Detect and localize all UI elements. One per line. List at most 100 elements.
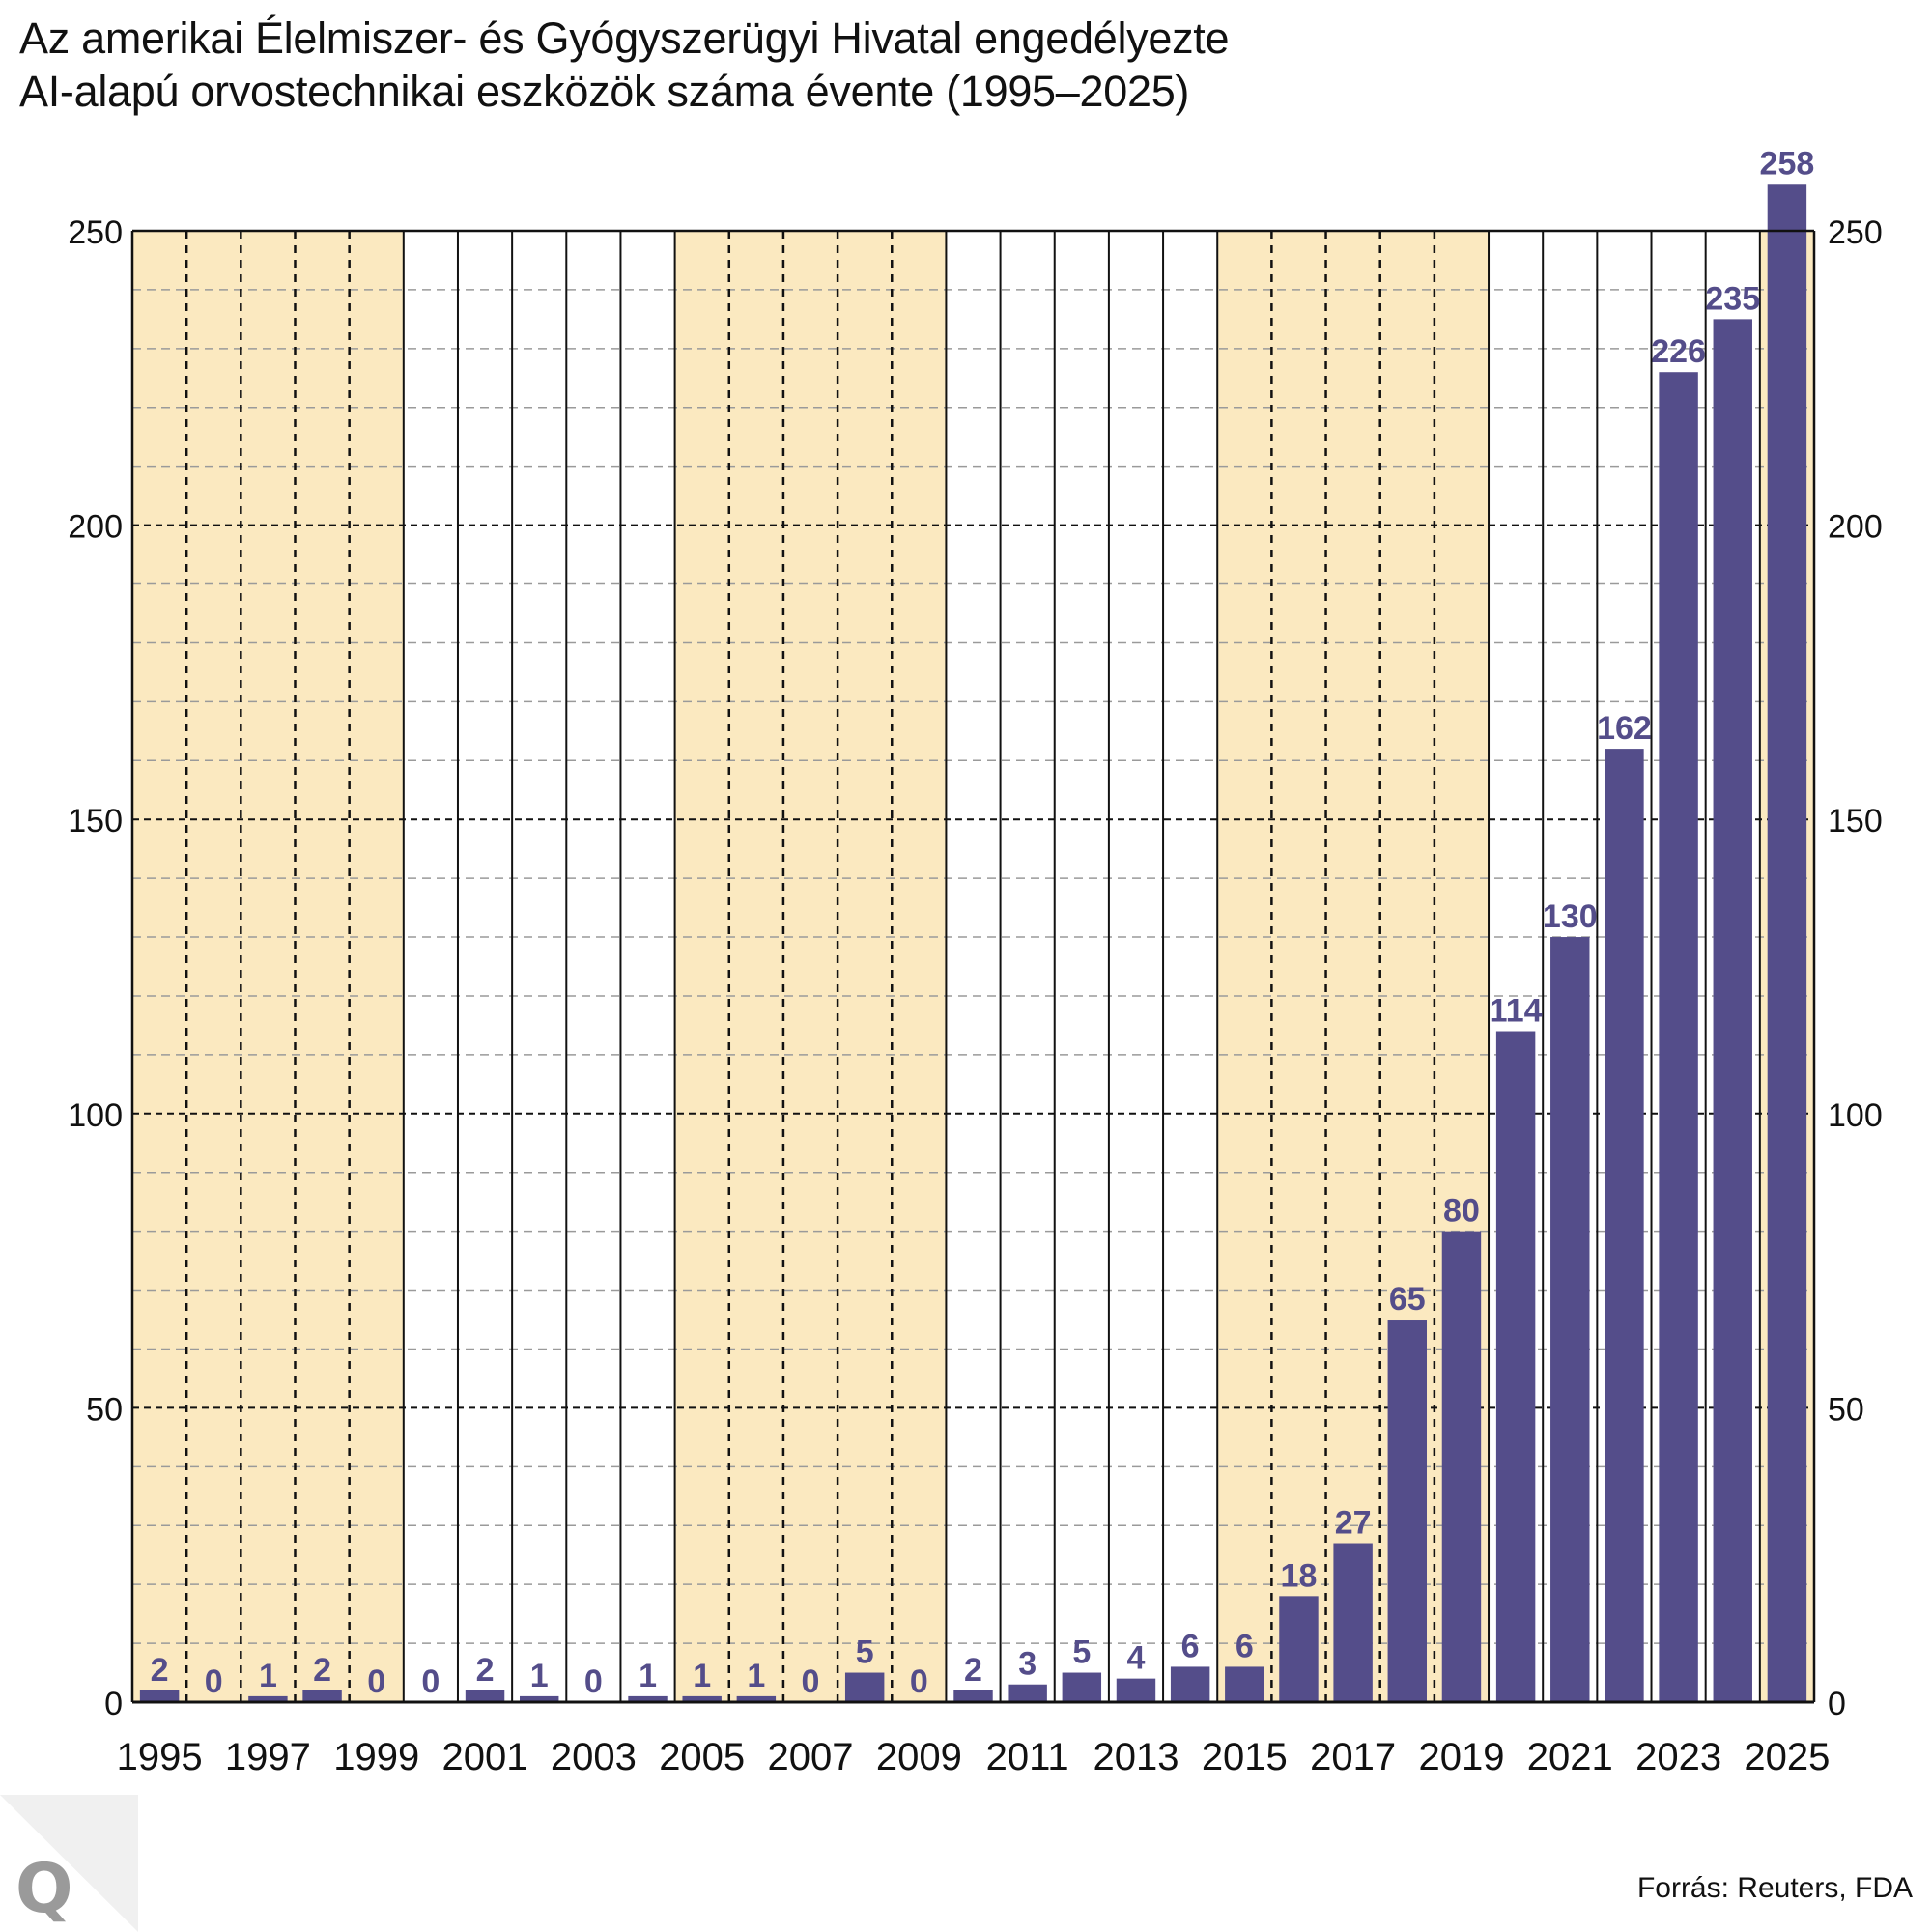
bar xyxy=(736,1695,777,1702)
value-label: 2 xyxy=(964,1652,982,1689)
x-tick-label: 2007 xyxy=(768,1736,854,1778)
chart-title: Az amerikai Élelmiszer- és Gyógyszerügyi… xyxy=(19,12,1230,118)
y-tick-label-right: 250 xyxy=(1828,214,1883,251)
chart-title-line-1: Az amerikai Élelmiszer- és Gyógyszerügyi… xyxy=(19,14,1230,63)
value-labels: 2 0 1 2 0 0 2 1 0 1 1 1 050 2 3 5 4 6 61827658011413016222… xyxy=(151,145,1815,1700)
value-label: 65 xyxy=(1389,1281,1426,1318)
x-tick-label: 2003 xyxy=(551,1736,637,1778)
y-tick-label-right: 100 xyxy=(1828,1097,1883,1134)
y-tick-label-left: 0 xyxy=(104,1686,123,1722)
bar xyxy=(1767,184,1807,1702)
value-label: 1 xyxy=(747,1658,765,1694)
value-label: 3 xyxy=(1018,1646,1037,1683)
value-label: 258 xyxy=(1760,145,1815,182)
bar xyxy=(1441,1231,1482,1702)
x-tick-label: 1995 xyxy=(117,1736,203,1778)
value-label: 18 xyxy=(1281,1557,1318,1594)
value-label: 0 xyxy=(910,1663,928,1700)
value-label: 0 xyxy=(421,1663,440,1700)
bar xyxy=(1170,1666,1210,1702)
source-note: Forrás: Reuters, FDA xyxy=(1636,1872,1913,1904)
x-tick-label: 2015 xyxy=(1202,1736,1288,1778)
value-label: 162 xyxy=(1597,710,1652,747)
value-label: 1 xyxy=(259,1658,277,1694)
y-tick-label-left: 100 xyxy=(68,1097,123,1134)
y-axis-right: 0 50 100 150 200 250 xyxy=(1828,214,1883,1722)
x-tick-label: 2011 xyxy=(986,1736,1069,1778)
bar xyxy=(1495,1031,1536,1702)
value-label: 1 xyxy=(693,1658,711,1694)
value-label: 0 xyxy=(802,1663,820,1700)
bar xyxy=(1225,1666,1264,1702)
x-tick-label: 2021 xyxy=(1527,1736,1613,1778)
logo-background-triangle xyxy=(0,1795,138,1932)
x-tick-label: 2005 xyxy=(659,1736,745,1778)
bar xyxy=(953,1690,993,1702)
y-axis-left: 0 50 100 150 200 250 xyxy=(68,214,123,1722)
x-tick-label: 1997 xyxy=(225,1736,311,1778)
bar xyxy=(844,1672,885,1702)
value-label: 0 xyxy=(367,1663,385,1700)
value-label: 2 xyxy=(476,1652,495,1689)
x-tick-label: 2019 xyxy=(1418,1736,1504,1778)
bar xyxy=(1387,1320,1428,1702)
value-label: 235 xyxy=(1705,280,1760,317)
value-label: 80 xyxy=(1443,1193,1480,1230)
y-tick-label-right: 200 xyxy=(1828,509,1883,546)
bar xyxy=(1333,1543,1373,1702)
x-tick-label: 2017 xyxy=(1310,1736,1396,1778)
value-label: 2 xyxy=(151,1652,169,1689)
shaded-band xyxy=(674,231,947,1702)
bar xyxy=(1279,1596,1319,1702)
y-tick-label-right: 0 xyxy=(1828,1686,1846,1722)
x-axis: 1995 1997 1999 2001 2003 2005 2007 2009 2011 2013… xyxy=(117,1736,1831,1778)
bar xyxy=(302,1690,342,1702)
x-tick-label: 1999 xyxy=(333,1736,419,1778)
value-label: 0 xyxy=(584,1663,603,1700)
bar xyxy=(1605,749,1644,1702)
x-tick-label: 2023 xyxy=(1635,1736,1721,1778)
y-tick-label-left: 150 xyxy=(68,803,123,839)
value-label: 4 xyxy=(1127,1640,1146,1677)
bar xyxy=(1713,319,1752,1702)
value-label: 0 xyxy=(205,1663,223,1700)
y-tick-label-left: 200 xyxy=(68,509,123,546)
bar xyxy=(465,1690,505,1702)
x-tick-label: 2025 xyxy=(1744,1736,1830,1778)
value-label: 5 xyxy=(856,1634,874,1671)
major-gridlines xyxy=(132,524,1814,1409)
value-label: 6 xyxy=(1181,1628,1200,1664)
value-label: 1 xyxy=(639,1658,657,1694)
plot-frame xyxy=(130,229,1816,1704)
bar xyxy=(1008,1684,1047,1702)
logo-letter: Q xyxy=(15,1849,73,1928)
value-label: 27 xyxy=(1335,1505,1372,1542)
value-label: 2 xyxy=(313,1652,331,1689)
value-label: 130 xyxy=(1543,898,1598,935)
x-tick-label: 2001 xyxy=(442,1736,528,1778)
value-label: 6 xyxy=(1236,1628,1254,1664)
q-logo-icon: Q xyxy=(0,1795,138,1932)
bar xyxy=(1062,1672,1102,1702)
bar xyxy=(628,1695,668,1702)
value-label: 1 xyxy=(530,1658,549,1694)
y-tick-label-left: 250 xyxy=(68,214,123,251)
value-label: 226 xyxy=(1651,333,1706,370)
minor-gridlines xyxy=(132,289,1814,1644)
bar xyxy=(248,1695,288,1702)
y-tick-label-left: 50 xyxy=(86,1391,123,1428)
x-tick-label: 2013 xyxy=(1093,1736,1179,1778)
chart-title-line-2: AI-alapú orvostechnikai eszközök száma é… xyxy=(19,67,1190,116)
value-label: 114 xyxy=(1490,993,1543,1030)
y-tick-label-right: 150 xyxy=(1828,803,1883,839)
y-tick-label-right: 50 xyxy=(1828,1391,1864,1428)
bar xyxy=(519,1695,559,1702)
bars xyxy=(139,184,1807,1702)
year-separators xyxy=(185,231,1761,1702)
bar xyxy=(1659,372,1698,1702)
bar xyxy=(139,1690,180,1702)
x-tick-label: 2009 xyxy=(876,1736,962,1778)
bar xyxy=(1550,937,1590,1702)
bar xyxy=(1116,1678,1156,1702)
